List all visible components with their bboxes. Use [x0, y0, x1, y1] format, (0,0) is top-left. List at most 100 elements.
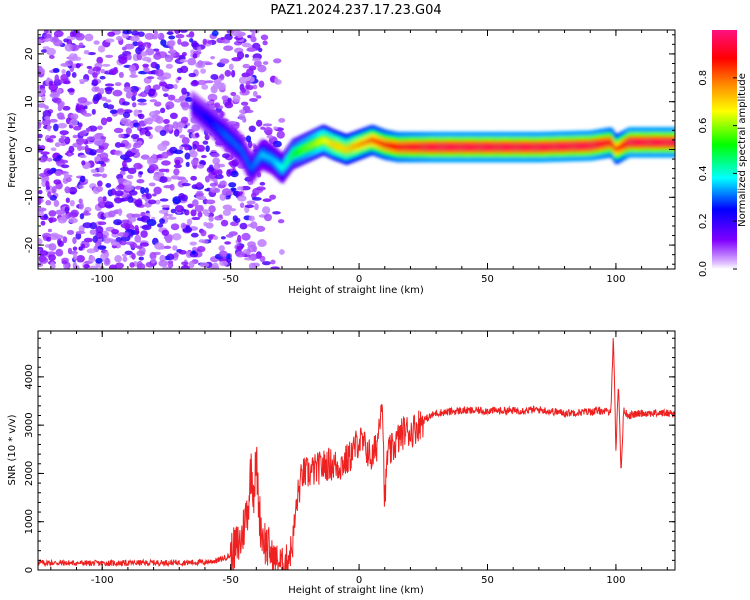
- noise-speckle: [52, 68, 60, 73]
- ridge-segment: [542, 144, 546, 150]
- noise-speckle: [82, 222, 93, 229]
- ridge-segment: [565, 143, 569, 150]
- noise-speckle: [42, 110, 52, 118]
- noise-speckle: [161, 151, 169, 159]
- ridge-segment: [195, 106, 199, 113]
- ytick-label: -20: [24, 237, 35, 253]
- ridge-segment: [637, 139, 641, 146]
- ridge-segment: [513, 144, 517, 150]
- noise-speckle: [50, 147, 57, 152]
- noise-speckle: [247, 34, 252, 39]
- noise-speckle: [47, 228, 52, 233]
- ridge-segment: [359, 141, 363, 148]
- noise-speckle: [77, 97, 88, 104]
- noise-speckle: [68, 145, 75, 153]
- noise-speckle: [221, 95, 228, 100]
- ridge-segment: [334, 142, 338, 149]
- noise-speckle: [160, 107, 166, 114]
- noise-speckle: [110, 188, 117, 196]
- noise-speckle: [83, 112, 92, 117]
- ridge-segment: [312, 141, 316, 148]
- ridge-segment: [519, 144, 523, 150]
- noise-speckle: [140, 230, 148, 238]
- noise-speckle: [211, 30, 219, 37]
- ridge-segment: [575, 143, 579, 149]
- noise-speckle: [144, 130, 151, 137]
- noise-speckle: [184, 144, 190, 151]
- noise-speckle: [124, 43, 135, 50]
- ridge-segment: [630, 139, 634, 146]
- noise-speckle: [125, 91, 133, 99]
- noise-speckle: [64, 43, 74, 52]
- noise-speckle: [38, 39, 44, 44]
- noise-speckle: [166, 31, 174, 35]
- noise-speckle: [122, 256, 128, 263]
- ridge-segment: [558, 143, 562, 150]
- noise-speckle: [129, 35, 140, 42]
- ridge-segment: [326, 139, 330, 145]
- noise-speckle: [97, 160, 105, 165]
- noise-speckle: [169, 49, 177, 54]
- ridge-segment: [645, 139, 649, 146]
- noise-speckle: [136, 263, 146, 269]
- noise-speckle: [156, 76, 167, 81]
- ridge-segment: [634, 139, 638, 146]
- noise-speckle: [119, 240, 127, 246]
- noise-speckle: [212, 82, 222, 90]
- noise-speckle: [270, 266, 280, 269]
- noise-speckle: [181, 87, 187, 95]
- noise-speckle: [164, 83, 175, 90]
- noise-speckle: [154, 242, 165, 250]
- noise-speckle: [49, 135, 57, 139]
- noise-speckle: [66, 229, 75, 235]
- noise-speckle: [199, 262, 210, 268]
- noise-speckle: [106, 116, 113, 123]
- ridge-segment: [556, 143, 560, 150]
- noise-speckle: [60, 135, 67, 139]
- noise-speckle: [100, 68, 106, 74]
- noise-speckle: [40, 151, 50, 155]
- noise-speckle: [46, 169, 55, 175]
- ridge-segment: [207, 116, 211, 123]
- ridge-segment: [484, 144, 488, 150]
- noise-speckle: [237, 33, 243, 39]
- noise-speckle: [178, 95, 186, 101]
- noise-speckle: [170, 175, 180, 180]
- ridge-segment: [554, 143, 558, 150]
- noise-speckle: [180, 264, 191, 269]
- noise-speckle: [199, 204, 204, 211]
- noise-speckle: [272, 211, 281, 215]
- ridge-segment: [275, 160, 279, 167]
- noise-speckle: [192, 199, 199, 207]
- noise-speckle: [118, 133, 125, 139]
- ridge-segment: [439, 144, 443, 150]
- noise-speckle: [149, 90, 155, 95]
- ridge-segment: [454, 144, 458, 150]
- ridge-segment: [322, 137, 326, 144]
- ytick-label: 0: [24, 567, 35, 573]
- noise-speckle: [163, 235, 173, 240]
- ridge-segment: [248, 162, 252, 169]
- noise-speckle: [220, 219, 229, 227]
- noise-speckle: [260, 34, 269, 41]
- ridge-segment: [211, 120, 215, 127]
- noise-speckle: [225, 233, 234, 238]
- ridge-segment: [221, 129, 225, 136]
- noise-speckle: [131, 95, 136, 102]
- ridge-segment: [560, 143, 564, 150]
- ridge-segment: [306, 144, 310, 151]
- noise-speckle: [53, 179, 62, 185]
- ridge-segment: [671, 139, 675, 146]
- noise-speckle: [121, 101, 130, 106]
- noise-speckle: [246, 200, 256, 205]
- ridge-segment: [343, 145, 347, 152]
- ridge-segment: [197, 108, 201, 115]
- ridge-segment: [324, 138, 328, 145]
- noise-speckle: [134, 199, 143, 208]
- noise-speckle: [262, 123, 273, 127]
- noise-speckle: [91, 79, 99, 87]
- noise-speckle: [78, 78, 89, 82]
- noise-speckle: [190, 209, 197, 217]
